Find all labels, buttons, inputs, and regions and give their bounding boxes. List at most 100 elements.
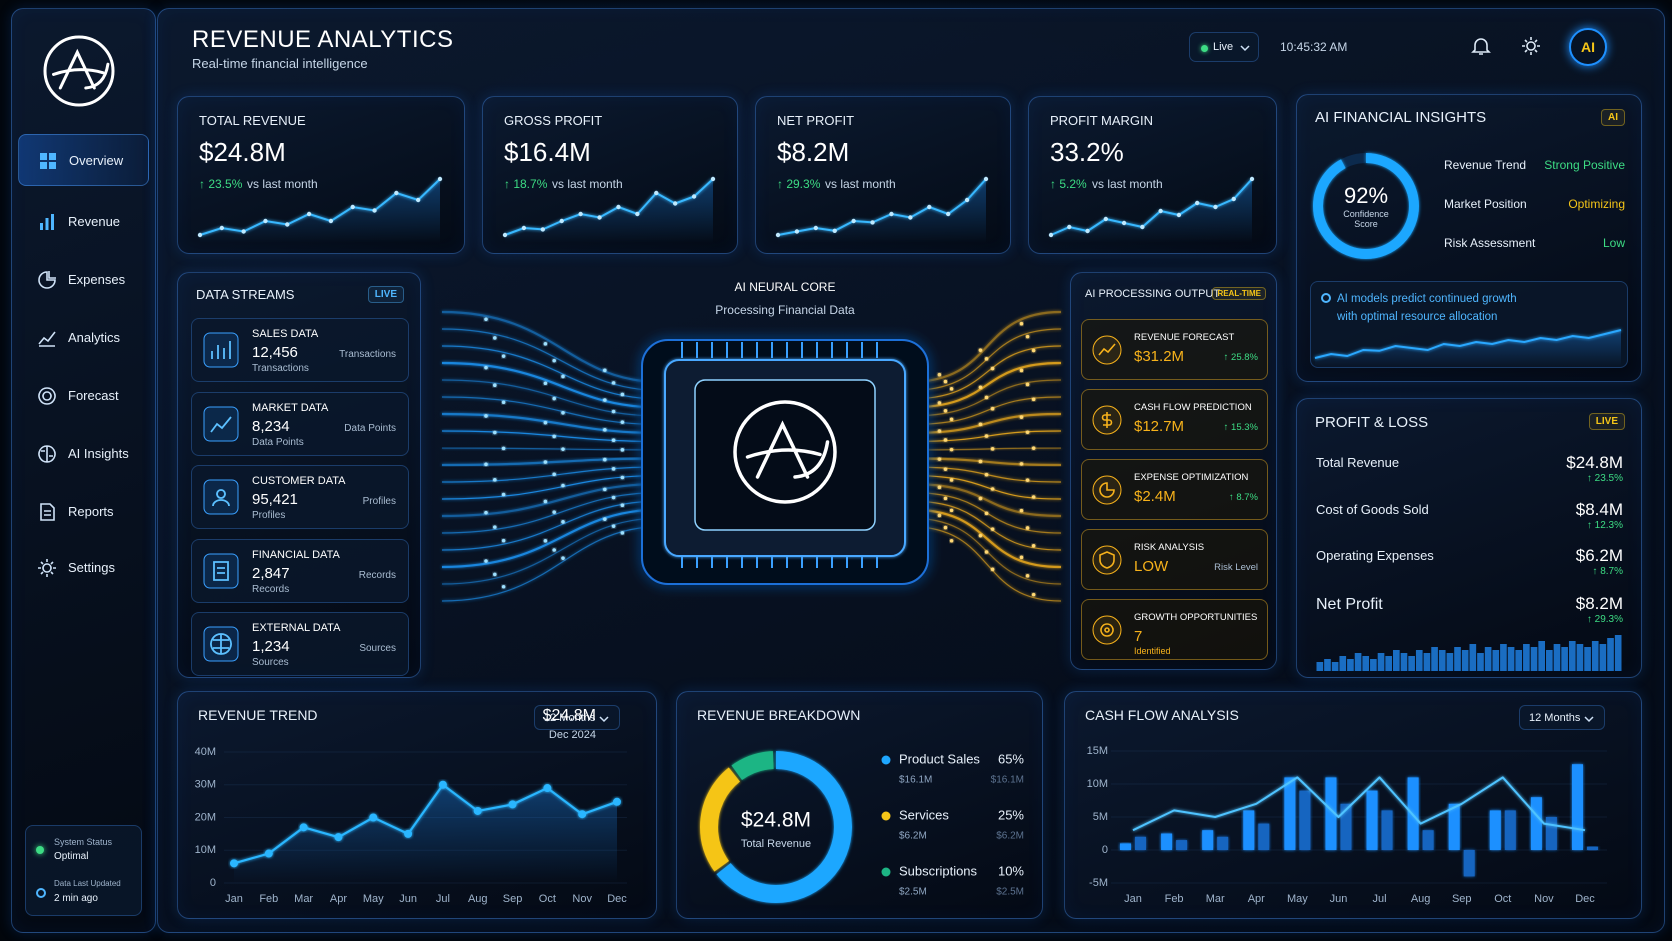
particle (1019, 555, 1024, 560)
output-name: CASH FLOW PREDICTION (1134, 402, 1252, 413)
particle (990, 567, 995, 572)
chevron (1240, 45, 1250, 52)
bar (1504, 810, 1516, 850)
particle (484, 510, 488, 515)
x-tick-label: Jul (1373, 893, 1387, 905)
stream-icon-box (203, 406, 239, 441)
pnl-bar (1469, 644, 1477, 671)
nav-item[interactable]: Expenses (18, 254, 149, 306)
nav-item[interactable]: Reports (18, 486, 149, 538)
particle (1031, 446, 1036, 450)
period-dropdown[interactable]: 12 Months (1519, 705, 1605, 730)
particle (552, 396, 556, 401)
x-tick-label: Sep (1452, 893, 1472, 905)
pnl-bar (1400, 653, 1408, 671)
kpi-note: vs last month (552, 177, 623, 191)
spark-point (241, 229, 246, 234)
ai-output: AI PROCESSING OUTPUT REAL-TIME REVENUE FOR… (1070, 272, 1277, 670)
notifications-button[interactable] (1471, 36, 1491, 56)
graphic (1240, 45, 1250, 52)
live-selector[interactable]: Live (1189, 32, 1259, 62)
stream-icon-box (203, 553, 239, 588)
bar (1258, 823, 1270, 850)
particle (620, 448, 625, 452)
chart-title: REVENUE TREND (198, 707, 318, 723)
amount-label: $2.5M (996, 887, 1024, 898)
period-dropdown[interactable]: 12 Months (534, 705, 620, 730)
particle (949, 447, 954, 452)
kpi-card: TOTAL REVENUE $24.8M ↑ 23.5% vs last month (177, 96, 465, 254)
pnl-bar (1500, 644, 1507, 671)
particle (937, 513, 942, 518)
graphic (775, 176, 989, 243)
data-stream-line (441, 482, 663, 518)
nav-item[interactable]: Forecast (18, 370, 149, 422)
particle (543, 342, 548, 346)
point (299, 823, 308, 832)
y-tick-label: 5M (1093, 811, 1108, 823)
particle (949, 387, 954, 391)
spark-point (219, 225, 225, 231)
stream-item: EXTERNAL DATA 1,234 Sources Sources (191, 612, 409, 676)
spark-area (778, 179, 986, 243)
kpi-card: NET PROFIT $8.2M ↑ 29.3% vs last month (755, 96, 1011, 254)
stream-tag: Data Points (344, 422, 396, 434)
output-name: GROWTH OPPORTUNITIES (1134, 612, 1258, 623)
nav-item[interactable]: Settings (18, 542, 149, 594)
nav-label: AI Insights (68, 446, 129, 461)
insight-status: Strong Positive (1544, 158, 1625, 172)
pnl-value: $8.2M (1575, 594, 1623, 613)
bar (1545, 817, 1557, 850)
stream-unit: Profiles (252, 510, 286, 521)
value-label: 10% (998, 863, 1024, 878)
pnl-value: $6.2M (1575, 546, 1623, 565)
note-icon (1321, 293, 1331, 303)
particle (561, 483, 565, 488)
particle (561, 447, 565, 451)
spark-point (372, 208, 377, 213)
amount-label: $16.1M (991, 775, 1024, 786)
stream-item: MARKET DATA 8,234 Data Points Data Points (191, 391, 409, 456)
stream-name: CUSTOMER DATA (252, 475, 346, 487)
bar (1284, 777, 1296, 850)
spark-point (945, 211, 951, 217)
y-tick-label: 20M (195, 811, 216, 823)
pnl-bar (1431, 647, 1438, 671)
nav-label: Forecast (68, 388, 119, 403)
bar (1161, 833, 1173, 850)
spark-point (710, 176, 716, 182)
particle (493, 572, 497, 577)
nav-item[interactable]: Overview (18, 134, 149, 186)
point (543, 784, 552, 793)
nav-item[interactable]: Analytics (18, 312, 149, 364)
particle (484, 559, 488, 563)
pnl-bar (1385, 656, 1392, 671)
spark-point (870, 220, 875, 225)
output-value: $12.7M (1134, 418, 1185, 435)
nav-item[interactable]: AI Insights (18, 428, 149, 480)
output-value: LOW (1134, 558, 1169, 575)
confidence-caption: Confidence Score (1343, 209, 1389, 229)
spark-point (1048, 232, 1054, 238)
sidebar: Overview Revenue Expenses Analytics Forecast… (11, 8, 156, 933)
sparkline (1050, 178, 1253, 236)
output-icon-ring (1092, 545, 1122, 575)
spark-point (415, 197, 421, 203)
spark-point (1158, 208, 1163, 214)
pnl-bar (1484, 647, 1492, 671)
settings-button[interactable] (1521, 36, 1541, 56)
avatar[interactable]: AI (1569, 28, 1607, 66)
graphic (43, 35, 115, 107)
status-label: System Status (54, 837, 113, 847)
output-change: ↑ 8.7% (1228, 492, 1258, 503)
point (369, 813, 378, 822)
core-title: AI NEURAL CORE (734, 280, 836, 294)
spark-point (263, 218, 268, 224)
output-stream-line (908, 447, 1062, 451)
stream-name: SALES DATA (252, 328, 319, 340)
y-tick-label: 10M (195, 844, 216, 856)
nav-item[interactable]: Revenue (18, 196, 149, 248)
pnl-bar (1370, 659, 1377, 671)
annotation-note: Dec 2024 (549, 729, 596, 741)
live-dot (1201, 45, 1208, 52)
